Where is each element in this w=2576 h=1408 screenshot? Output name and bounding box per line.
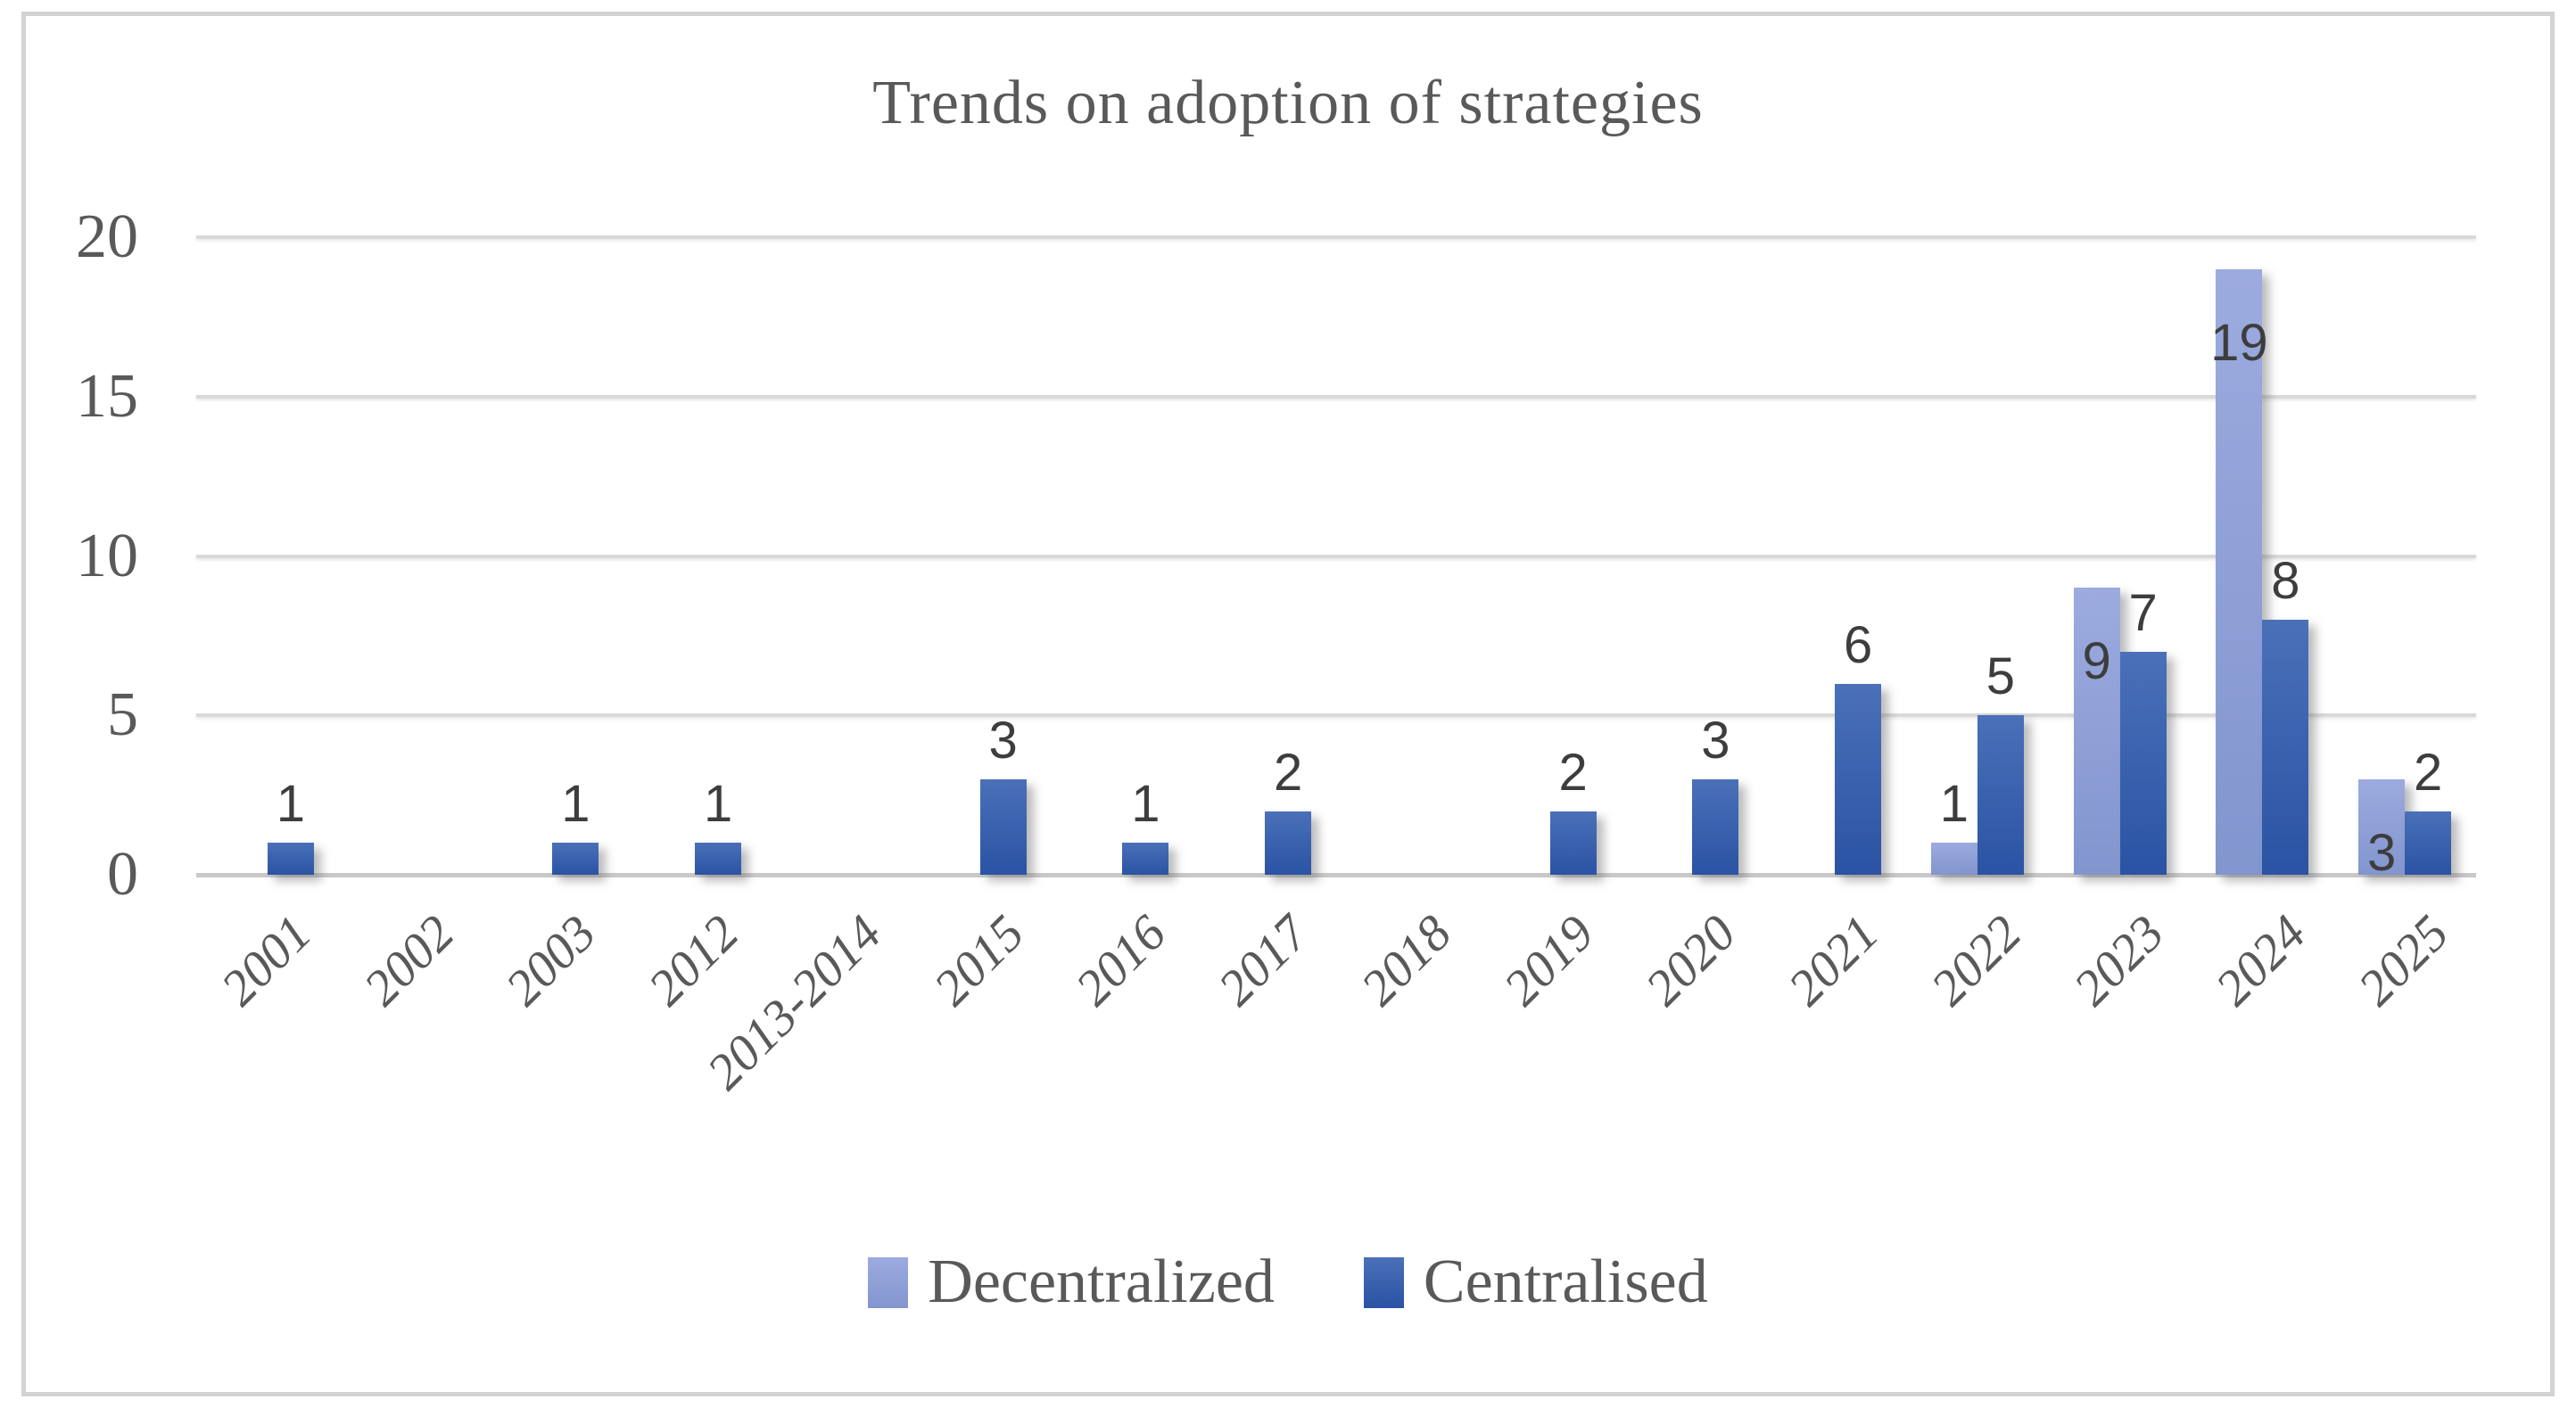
gridline-20 <box>196 235 2476 239</box>
bar-decentralized-2024 <box>2216 268 2263 875</box>
legend-swatch-decentralized <box>868 1256 909 1308</box>
data-label-centralised-2025: 2 <box>2413 743 2443 802</box>
data-label-decentralized-2023: 9 <box>2082 632 2111 691</box>
bar-centralised-2024 <box>2262 620 2309 875</box>
data-label-centralised-2023: 7 <box>2128 583 2158 642</box>
legend: Decentralized Centralised <box>0 1247 2576 1318</box>
data-label-centralised-2001: 1 <box>276 775 305 834</box>
data-label-decentralized-2024: 19 <box>2210 313 2268 372</box>
bar-decentralized-2023 <box>2073 588 2120 875</box>
bar-decentralized-2025 <box>2358 778 2406 875</box>
legend-item-centralised: Centralised <box>1363 1247 1708 1318</box>
gridline-5 <box>196 713 2476 718</box>
data-label-centralised-2024: 8 <box>2271 552 2300 610</box>
data-label-centralised-2022: 5 <box>1986 647 2015 706</box>
x-axis-line <box>196 873 2476 877</box>
data-label-centralised-2012: 1 <box>703 775 733 834</box>
y-tick-label-0: 0 <box>107 840 138 909</box>
y-tick-label-20: 20 <box>76 202 138 271</box>
chart-title: Trends on adoption of strategies <box>872 69 1704 137</box>
bar-centralised-2003 <box>552 843 599 875</box>
bar-centralised-2021 <box>1835 683 1882 875</box>
bar-centralised-2015 <box>979 778 1027 875</box>
x-axis-label-2021: 2021 <box>1778 904 1890 1017</box>
data-label-centralised-2019: 2 <box>1558 743 1588 802</box>
gridline-10 <box>196 554 2476 558</box>
x-axis-label-2015: 2015 <box>922 904 1035 1017</box>
x-axis-label-2003: 2003 <box>495 904 607 1017</box>
bar-centralised-2016 <box>1122 843 1169 875</box>
x-axis-label-2022: 2022 <box>1920 904 2033 1017</box>
x-axis-label-2020: 2020 <box>1635 904 1747 1017</box>
data-label-centralised-2003: 1 <box>561 775 590 834</box>
x-axis-label-2017: 2017 <box>1208 904 1320 1017</box>
gridline-15 <box>196 394 2476 399</box>
x-axis-label-2016: 2016 <box>1065 904 1177 1017</box>
x-axis-label-2001: 2001 <box>210 904 323 1017</box>
x-axis-label-2025: 2025 <box>2348 904 2460 1017</box>
legend-label-centralised: Centralised <box>1423 1247 1708 1316</box>
x-axis-label-2019: 2019 <box>1492 904 1605 1017</box>
x-axis-label-2002: 2002 <box>352 904 465 1017</box>
legend-item-decentralized: Decentralized <box>868 1247 1275 1318</box>
bar-centralised-2022 <box>1977 715 2024 875</box>
data-label-centralised-2020: 3 <box>1701 711 1730 770</box>
bar-centralised-2023 <box>2119 651 2167 875</box>
x-axis-label-2024: 2024 <box>2205 904 2317 1017</box>
data-label-centralised-2017: 2 <box>1273 743 1303 802</box>
figure-border <box>21 12 2555 1396</box>
y-tick-label-10: 10 <box>76 521 138 590</box>
x-axis-label-2018: 2018 <box>1350 904 1463 1017</box>
x-axis-label-2023: 2023 <box>2062 904 2175 1017</box>
data-label-centralised-2015: 3 <box>988 711 1018 770</box>
bar-decentralized-2022 <box>1930 843 1977 875</box>
bar-centralised-2025 <box>2405 811 2452 875</box>
data-label-decentralized-2022: 1 <box>1939 775 1969 834</box>
bar-centralised-2017 <box>1265 811 1312 875</box>
y-tick-label-5: 5 <box>107 680 138 750</box>
legend-swatch-centralised <box>1363 1256 1404 1308</box>
bar-centralised-2001 <box>267 843 314 875</box>
bar-centralised-2020 <box>1692 778 1739 875</box>
x-axis-label-2012: 2012 <box>638 904 750 1017</box>
bar-centralised-2019 <box>1549 811 1597 875</box>
data-label-centralised-2016: 1 <box>1131 775 1160 834</box>
y-tick-label-15: 15 <box>76 361 138 431</box>
bar-centralised-2012 <box>695 843 742 875</box>
data-label-decentralized-2025: 3 <box>2366 823 2397 882</box>
legend-label-decentralized: Decentralized <box>928 1247 1275 1316</box>
data-label-centralised-2021: 6 <box>1843 615 1873 674</box>
